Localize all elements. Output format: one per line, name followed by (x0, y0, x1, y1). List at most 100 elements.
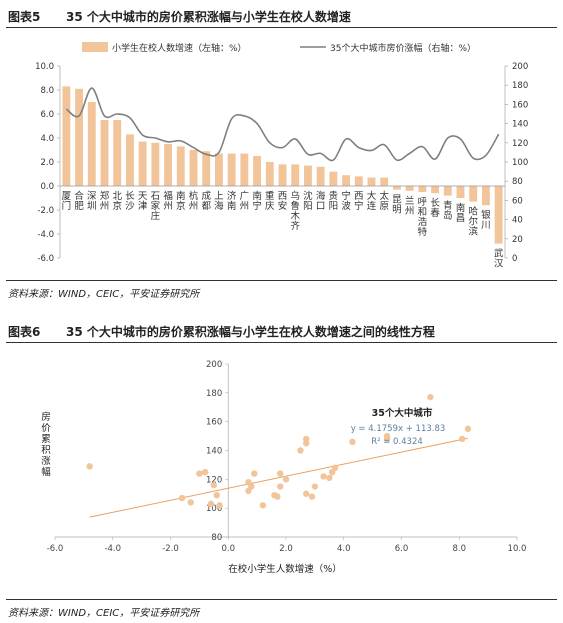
bar (151, 142, 160, 186)
scatter-point (213, 491, 220, 499)
x-category-label: 厦门 (62, 191, 72, 212)
scatter-point (326, 474, 333, 482)
figure6-rule-bottom (6, 599, 557, 600)
x-tick-label: 10.0 (508, 544, 527, 554)
bar (405, 186, 414, 191)
bar (303, 165, 312, 186)
x-category-label: 乌鲁木齐 (290, 190, 300, 232)
bar (354, 176, 363, 186)
x-tick-label: 0.0 (221, 544, 235, 554)
x-category-label: 南京 (176, 190, 186, 212)
figure6-source: 资料来源：WIND，CEIC，平安证券研究所 (8, 608, 200, 619)
x-category-label: 成都 (201, 190, 211, 212)
bar (456, 186, 465, 198)
trendline (89, 437, 469, 518)
bar (367, 177, 376, 186)
y-tick-label: 80 (211, 533, 222, 543)
bar (431, 186, 440, 194)
y-tick-label: 100 (206, 504, 222, 514)
y-tick-label: 120 (206, 475, 222, 485)
figure5-title-text: 35 个大中城市的房价累积涨幅与小学生在校人数增速 (66, 10, 351, 24)
y-left-tick-label: -2.0 (37, 206, 54, 216)
x-axis-title: 在校小学生人数增速（%） (228, 563, 342, 575)
x-category-label: 武汉 (494, 248, 504, 270)
x-category-label: 沈阳 (303, 190, 313, 212)
y-right-tick-label: 60 (512, 196, 523, 206)
chart-bar-line: 小学生在校人数增速（左轴：%） 35个大中城市房价涨幅（右轴：%） -6.0 -4.0… (35, 42, 528, 270)
legend-bar-swatch (82, 42, 108, 52)
x-category-label: 天津 (138, 191, 148, 212)
y-tick-label: 200 (206, 360, 222, 370)
line-series-house-price (65, 87, 500, 162)
scatter-point (245, 479, 252, 486)
figure6-title-text: 35 个大中城市的房价累积涨幅与小学生在校人数增速之间的线性方程 (66, 325, 435, 339)
x-category-label: 银川 (481, 209, 491, 231)
bar (100, 120, 109, 186)
scatter-point (308, 493, 316, 500)
bar (418, 186, 427, 192)
scatter-point (178, 494, 186, 502)
y-tick-label: 180 (206, 389, 222, 399)
scatter-point (277, 483, 284, 490)
scatter-point (303, 490, 310, 497)
y-right-tick-label: 20 (512, 235, 523, 245)
x-category-label: 兰州 (405, 195, 415, 217)
scatter-point (427, 393, 434, 401)
figure5-number: 图表5 (8, 10, 41, 24)
bar (62, 86, 71, 186)
y-left-tick-label: 2.0 (40, 158, 54, 168)
x-category-label: 合肥 (74, 190, 84, 212)
x-category-label: 太原 (379, 190, 389, 212)
figure6-rule-top (6, 342, 557, 343)
x-category-label: 广州 (240, 190, 250, 212)
scatter-point (196, 470, 203, 477)
y-left-tick-label: 6.0 (40, 110, 54, 120)
scatter-point (297, 447, 304, 454)
bar (329, 171, 338, 186)
x-category-label: 深圳 (87, 191, 97, 212)
y-right-tick-label: 80 (512, 177, 523, 187)
scatter-point (271, 491, 278, 499)
x-category-label: 福州 (163, 190, 173, 212)
scatter-point (282, 476, 290, 483)
y-left-tick-label: 4.0 (40, 134, 54, 144)
scatter-point (277, 470, 284, 477)
scatter-point (329, 468, 336, 476)
bar (125, 134, 134, 186)
x-tick-label: -2.0 (162, 544, 179, 554)
legend-line-label: 35个大中城市房价涨幅（右轴：%） (330, 42, 476, 54)
bar (481, 186, 490, 206)
bar (380, 177, 389, 186)
bar (265, 162, 274, 186)
x-category-label: 长春 (430, 197, 440, 219)
x-category-label: 重庆 (265, 190, 275, 212)
scatter-point (207, 500, 215, 508)
y-right-tick-label: 180 (512, 81, 528, 91)
series-label: 35个大中城市 (372, 407, 433, 419)
x-category-label: 长沙 (125, 190, 135, 212)
scatter-point (349, 438, 356, 446)
figure5-rule-bottom (6, 280, 557, 281)
trend-equation: y = 4.1759x + 113.83 (351, 424, 446, 434)
y-right-tick-label: 40 (512, 216, 523, 226)
x-category-label: 南昌 (456, 202, 466, 224)
x-tick-label: -4.0 (104, 544, 121, 554)
y-left-tick-label: -6.0 (37, 254, 54, 264)
x-category-label: 海口 (316, 190, 326, 212)
bar (443, 186, 452, 196)
scatter-point (210, 481, 218, 489)
bar (253, 156, 262, 186)
bar (316, 166, 325, 186)
figure5-rule-top (6, 27, 557, 28)
y-left-tick-label: 8.0 (40, 86, 54, 96)
x-category-label: 宁波 (341, 190, 351, 212)
scatter-point (251, 470, 258, 477)
scatter-point (383, 432, 391, 440)
x-tick-label: 2.0 (279, 544, 293, 554)
scatter-point (187, 499, 194, 506)
x-tick-label: 8.0 (452, 544, 466, 554)
figure6-title: 图表6 35 个大中城市的房价累积涨幅与小学生在校人数增速之间的线性方程 (8, 323, 435, 340)
figure5-title: 图表5 35 个大中城市的房价累积涨幅与小学生在校人数增速 (8, 8, 351, 25)
x-category-label: 大连 (367, 190, 377, 212)
scatter-point (464, 425, 472, 433)
